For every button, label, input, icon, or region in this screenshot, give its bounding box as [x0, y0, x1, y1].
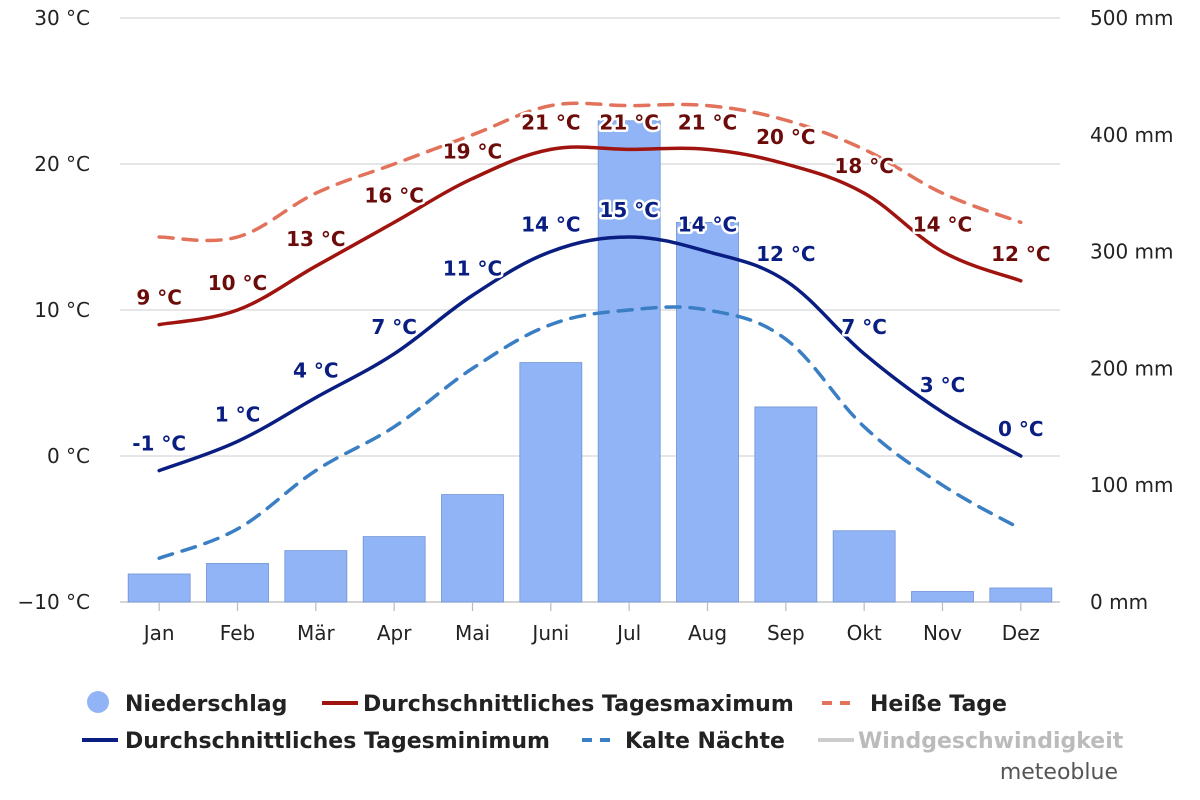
- legend-item-label[interactable]: Kalte Nächte: [625, 729, 785, 754]
- y-left-tick-label: 20 °C: [34, 152, 90, 176]
- x-tick-label: Jul: [615, 621, 641, 645]
- precipitation-bar: [206, 563, 269, 603]
- legend-item-label[interactable]: Durchschnittliches Tagesminimum: [125, 729, 550, 754]
- grid-lines: [120, 17, 1060, 603]
- precipitation-bar: [127, 573, 191, 603]
- y-right-tick-label: 200 mm: [1090, 356, 1174, 380]
- dashed-series-line: [157, 305, 1023, 560]
- precipitation-bar: [284, 550, 348, 603]
- x-tick-label: Mai: [455, 621, 490, 645]
- y-left-tick-label: 10 °C: [34, 298, 90, 322]
- x-tick-label: Dez: [1002, 621, 1040, 645]
- data-label: 20 °C: [756, 125, 815, 149]
- data-label: 16 °C: [364, 183, 423, 207]
- precipitation-bar: [362, 536, 426, 603]
- legend-item-label[interactable]: Heiße Tage: [870, 692, 1007, 717]
- y-left-tick-label: 30 °C: [34, 6, 90, 30]
- legend-circle-icon: [87, 691, 109, 713]
- data-label: 9 °C: [136, 286, 182, 310]
- x-axis: Jan Feb Mär Apr Mai Juni Jul Aug Sep Okt Nov Dez: [142, 602, 1040, 645]
- x-tick-label: Apr: [377, 621, 412, 645]
- y-left-tick-label: 0 °C: [47, 444, 90, 468]
- credit-text[interactable]: meteoblue: [1000, 760, 1118, 785]
- data-label: 10 °C: [208, 271, 267, 295]
- precipitation-bar: [519, 362, 583, 603]
- data-label: 21 °C: [678, 110, 737, 134]
- precipitation-bar: [754, 406, 818, 603]
- data-label: -1 °C: [132, 432, 186, 456]
- data-label: 7 °C: [841, 315, 887, 339]
- precipitation-bar: [597, 120, 661, 603]
- legend-item-label[interactable]: Windgeschwindigkeit: [858, 729, 1124, 754]
- data-label: 13 °C: [286, 227, 345, 251]
- precipitation-bar: [676, 221, 739, 603]
- data-label: 14 °C: [913, 213, 972, 237]
- series-line: [157, 235, 1023, 473]
- x-tick-label: Sep: [767, 621, 805, 645]
- y-right-tick-label: 300 mm: [1090, 240, 1174, 264]
- precipitation-bar: [911, 591, 974, 603]
- y-right-tick-label: 400 mm: [1090, 123, 1174, 147]
- x-tick-label: Mär: [297, 621, 336, 645]
- data-label: 18 °C: [834, 154, 893, 178]
- precipitation-bar: [989, 587, 1053, 603]
- data-label: 15 °C: [599, 198, 658, 222]
- y-right-tick-label: 500 mm: [1090, 6, 1174, 30]
- data-label: 7 °C: [371, 315, 417, 339]
- y-axis-left: −10 °C 0 °C 10 °C 20 °C 30 °C: [17, 6, 90, 614]
- data-label: 0 °C: [998, 417, 1044, 441]
- x-tick-label: Feb: [220, 621, 255, 645]
- x-tick-label: Jan: [142, 621, 175, 645]
- y-right-tick-label: 0 mm: [1090, 590, 1148, 614]
- precipitation-bar: [832, 530, 896, 603]
- data-label: 21 °C: [599, 110, 658, 134]
- data-label: 14 °C: [521, 213, 580, 237]
- data-label: 4 °C: [293, 359, 339, 383]
- y-right-tick-label: 100 mm: [1090, 473, 1174, 497]
- data-label: 12 °C: [756, 242, 815, 266]
- x-tick-label: Nov: [923, 621, 962, 645]
- x-tick-label: Aug: [688, 621, 727, 645]
- data-label: 1 °C: [215, 402, 261, 426]
- dashed-series-line: [157, 101, 1023, 243]
- data-labels: 9 °C 10 °C 13 °C 16 °C 19 °C 21 °C 21 °C 21 °C 2…: [130, 108, 1053, 458]
- x-tick-label: Okt: [847, 621, 882, 645]
- data-label: 19 °C: [443, 140, 502, 164]
- data-label: 14 °C: [678, 213, 737, 237]
- data-label: 11 °C: [443, 256, 502, 280]
- legend-item-label[interactable]: Durchschnittliches Tagesmaximum: [363, 692, 794, 717]
- data-label: 12 °C: [991, 242, 1050, 266]
- series-line: [157, 145, 1023, 327]
- precipitation-bars: [127, 120, 1053, 603]
- legend: Niederschlag Durchschnittliches Tagesmaxi…: [82, 691, 1124, 754]
- precipitation-bar: [441, 494, 504, 603]
- y-left-tick-label: −10 °C: [17, 590, 90, 614]
- y-axis-right: 0 mm 100 mm 200 mm 300 mm 400 mm 500 mm: [1090, 6, 1174, 614]
- data-label: 3 °C: [920, 373, 966, 397]
- data-label: 21 °C: [521, 110, 580, 134]
- temperature-lines: [157, 101, 1023, 560]
- x-tick-label: Juni: [530, 621, 569, 645]
- legend-item-label[interactable]: Niederschlag: [125, 692, 287, 717]
